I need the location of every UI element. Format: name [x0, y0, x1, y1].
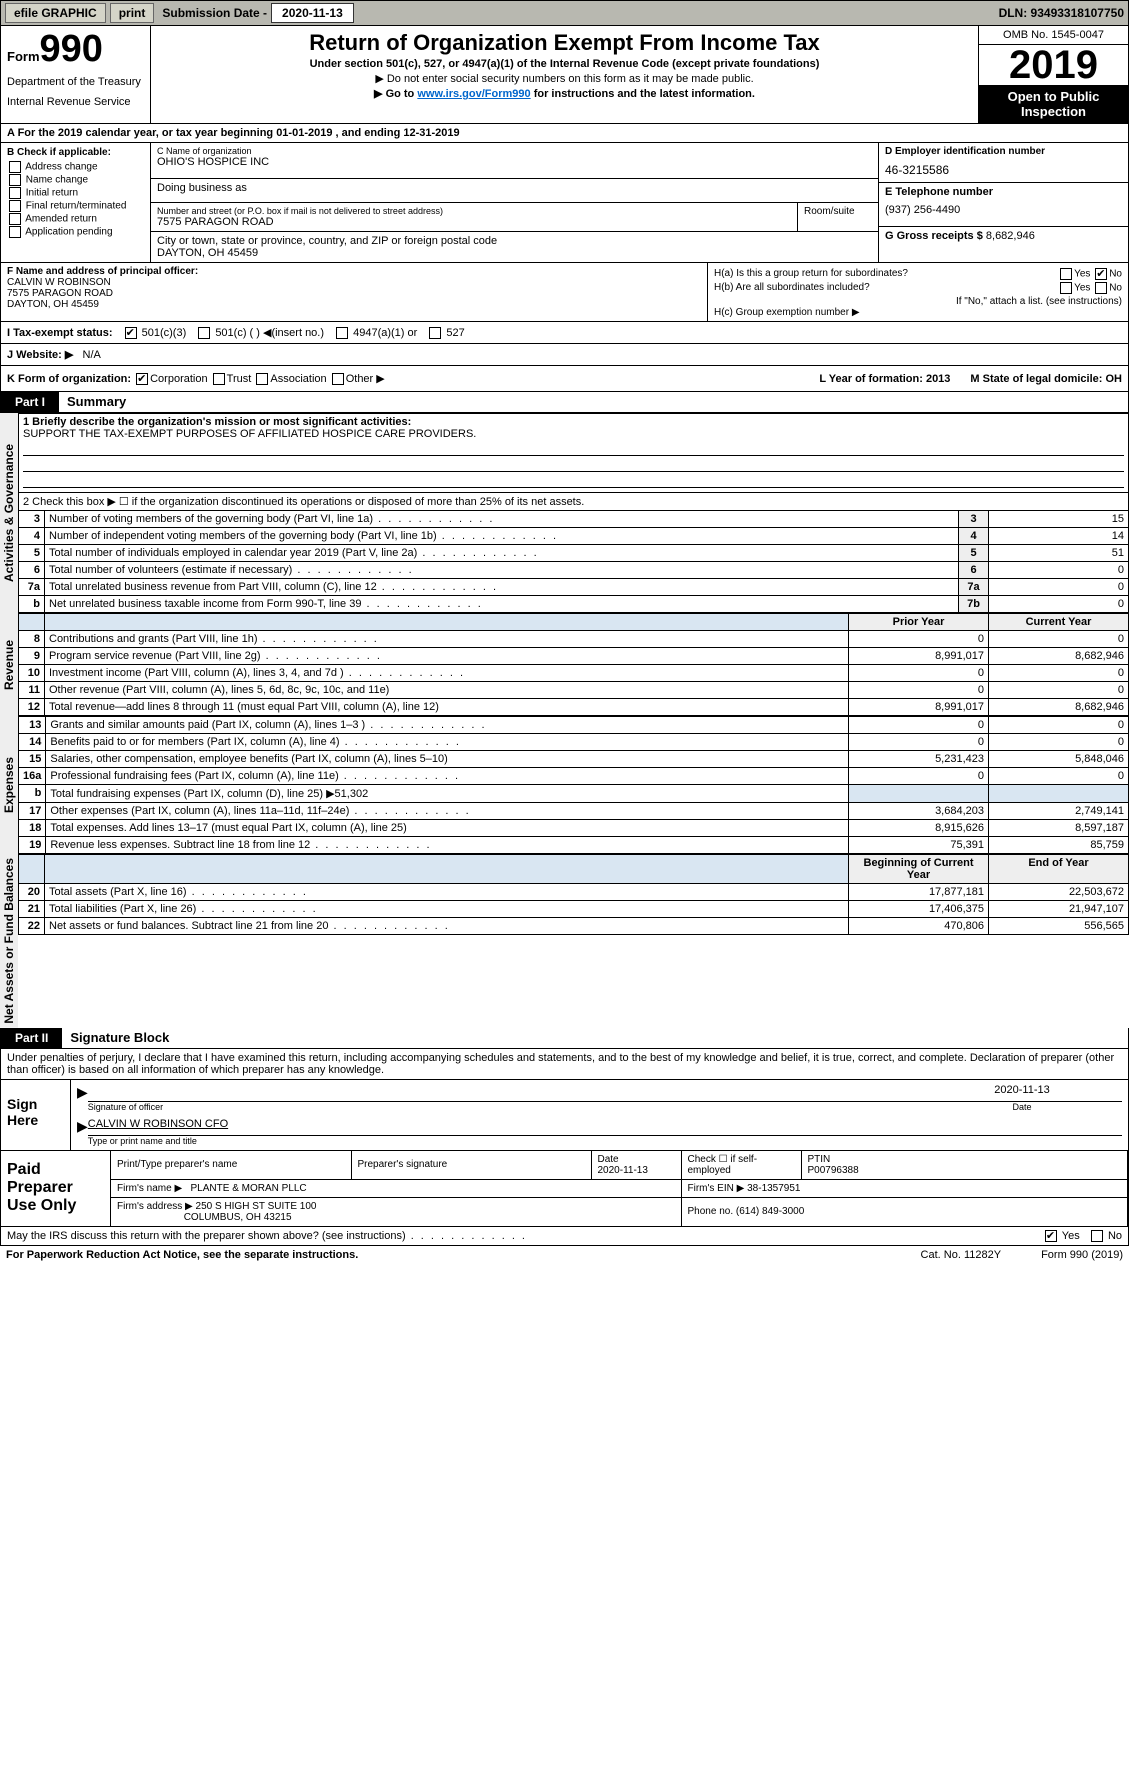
paid-preparer-section: Paid Preparer Use Only Print/Type prepar… — [0, 1151, 1129, 1227]
section-b-through-g: B Check if applicable: Address change Na… — [0, 143, 1129, 263]
summary-table-revenue: Prior YearCurrent Year 8Contributions an… — [18, 613, 1129, 716]
check-other[interactable] — [332, 373, 344, 385]
open-public-badge: Open to Public Inspection — [979, 85, 1128, 123]
check-501c[interactable] — [198, 327, 210, 339]
sign-here-label: Sign Here — [1, 1080, 71, 1150]
side-activities-governance: Activities & Governance — [0, 413, 18, 613]
form-number: 990 — [40, 28, 103, 70]
dept-treasury: Department of the Treasury — [7, 76, 144, 88]
discuss-no[interactable] — [1091, 1230, 1103, 1242]
org-name-box: C Name of organization OHIO'S HOSPICE IN… — [151, 143, 878, 179]
check-name-change[interactable]: Name change — [7, 174, 144, 186]
room-suite: Room/suite — [798, 203, 878, 231]
discuss-row: May the IRS discuss this return with the… — [0, 1227, 1129, 1246]
check-address-change[interactable]: Address change — [7, 161, 144, 173]
paid-preparer-label: Paid Preparer Use Only — [1, 1151, 111, 1226]
summary-table-expenses: 13Grants and similar amounts paid (Part … — [18, 716, 1129, 854]
check-corporation[interactable] — [136, 373, 148, 385]
irs-label: Internal Revenue Service — [7, 96, 144, 108]
dln-value: DLN: 93493318107750 — [999, 6, 1124, 20]
discuss-yes[interactable] — [1045, 1230, 1057, 1242]
street-address: Number and street (or P.O. box if mail i… — [151, 203, 798, 231]
form-subtitle-2: ▶ Do not enter social security numbers o… — [159, 72, 970, 85]
summary-table-ag: 1 Briefly describe the organization's mi… — [18, 413, 1129, 613]
check-501c3[interactable] — [125, 327, 137, 339]
check-4947[interactable] — [336, 327, 348, 339]
check-final-return[interactable]: Final return/terminated — [7, 200, 144, 212]
website-row: J Website: ▶ N/A — [0, 344, 1129, 366]
tax-exempt-status: I Tax-exempt status: 501(c)(3) 501(c) ( … — [0, 322, 1129, 344]
submission-label: Submission Date - — [162, 6, 267, 20]
part-i-body: Activities & Governance 1 Briefly descri… — [0, 413, 1129, 613]
summary-table-netassets: Beginning of Current YearEnd of Year 20T… — [18, 854, 1129, 935]
paid-preparer-table: Print/Type preparer's name Preparer's si… — [111, 1151, 1128, 1226]
form-subtitle-1: Under section 501(c), 527, or 4947(a)(1)… — [159, 58, 970, 70]
check-initial-return[interactable]: Initial return — [7, 187, 144, 199]
expenses-section: Expenses 13Grants and similar amounts pa… — [0, 716, 1129, 854]
footer: For Paperwork Reduction Act Notice, see … — [0, 1246, 1129, 1264]
efile-button[interactable]: efile GRAPHIC — [5, 3, 106, 23]
ein-box: D Employer identification number 46-3215… — [879, 143, 1128, 183]
signature-section: Sign Here ▶ 2020-11-13 Signature of offi… — [0, 1080, 1129, 1151]
perjury-statement: Under penalties of perjury, I declare th… — [0, 1049, 1129, 1080]
dba-box: Doing business as — [151, 179, 878, 203]
form-title: Return of Organization Exempt From Incom… — [159, 30, 970, 56]
state-domicile: M State of legal domicile: OH — [970, 373, 1122, 385]
net-assets-section: Net Assets or Fund Balances Beginning of… — [0, 854, 1129, 1028]
tax-year: 2019 — [979, 45, 1128, 85]
part-i-header: Part ISummary — [0, 392, 1129, 413]
submission-date: 2020-11-13 — [271, 3, 354, 23]
telephone-box: E Telephone number (937) 256-4490 — [879, 183, 1128, 227]
year-formation: L Year of formation: 2013 — [819, 373, 950, 385]
section-f-h: F Name and address of principal officer:… — [0, 263, 1129, 322]
print-button[interactable]: print — [110, 3, 155, 23]
principal-officer: F Name and address of principal officer:… — [1, 263, 708, 321]
gross-receipts: G Gross receipts $ 8,682,946 — [879, 227, 1128, 245]
check-application-pending[interactable]: Application pending — [7, 226, 144, 238]
check-527[interactable] — [429, 327, 441, 339]
part-ii-header: Part IISignature Block — [0, 1028, 1129, 1049]
top-toolbar: efile GRAPHIC print Submission Date - 20… — [0, 0, 1129, 26]
check-amended-return[interactable]: Amended return — [7, 213, 144, 225]
form-of-org-row: K Form of organization: Corporation Trus… — [0, 366, 1129, 392]
form-header: Form990 Department of the Treasury Inter… — [0, 26, 1129, 124]
form-subtitle-3: ▶ Go to www.irs.gov/Form990 for instruct… — [159, 87, 970, 100]
form-word: Form — [7, 49, 40, 64]
side-expenses: Expenses — [0, 716, 18, 854]
group-return-section: H(a) Is this a group return for subordin… — [708, 263, 1128, 321]
irs-link[interactable]: www.irs.gov/Form990 — [417, 88, 530, 100]
row-a-tax-year: A For the 2019 calendar year, or tax yea… — [0, 124, 1129, 143]
side-net-assets: Net Assets or Fund Balances — [0, 854, 18, 1028]
side-revenue: Revenue — [0, 613, 18, 716]
revenue-section: Revenue Prior YearCurrent Year 8Contribu… — [0, 613, 1129, 716]
check-association[interactable] — [256, 373, 268, 385]
check-trust[interactable] — [213, 373, 225, 385]
col-b-checkboxes: B Check if applicable: Address change Na… — [1, 143, 151, 262]
city-state-zip: City or town, state or province, country… — [151, 232, 878, 262]
